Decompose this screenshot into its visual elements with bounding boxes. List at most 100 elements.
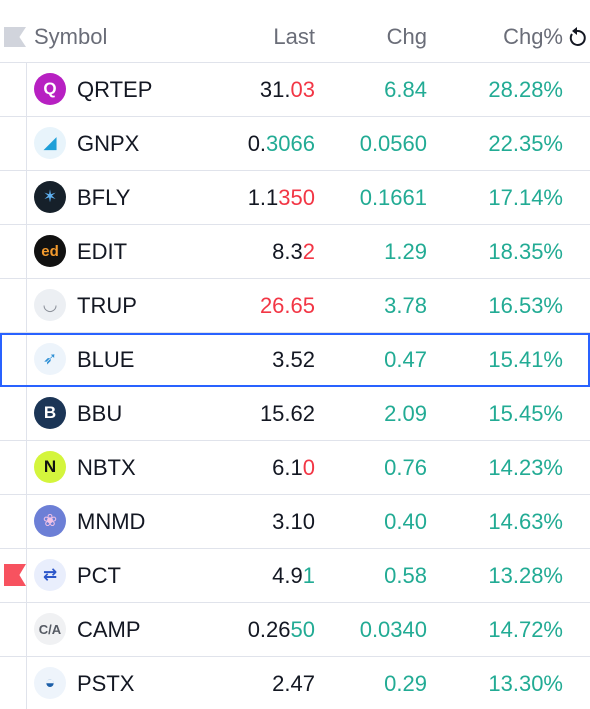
watchlist-row-qrtep[interactable]: Q QRTEP 31.03 6.84 28.28%: [0, 63, 590, 117]
last-price-stable-part: 15.62: [259, 401, 315, 426]
last-price-changed-part: 2: [302, 239, 315, 264]
symbol-ticker[interactable]: PSTX: [77, 671, 135, 696]
last-price: 15.62: [260, 399, 315, 429]
qrtep-logo-icon: Q: [34, 73, 66, 105]
price-change-percent: 14.23%: [488, 455, 563, 480]
last-price-stable-part: 1.1: [247, 185, 279, 210]
price-change-percent: 13.28%: [488, 563, 563, 588]
price-change-percent: 16.53%: [488, 293, 563, 318]
flag-column-marker[interactable]: [4, 27, 26, 47]
price-change: 0.47: [384, 347, 427, 372]
price-change: 0.0560: [359, 131, 427, 156]
last-price: 3.52: [272, 345, 315, 375]
last-price: 0.3066: [248, 129, 315, 159]
price-change-percent: 15.41%: [488, 347, 563, 372]
last-price-changed-part: 03: [290, 77, 315, 102]
symbol-ticker[interactable]: CAMP: [77, 617, 141, 642]
last-price-stable-part: 0.26: [247, 617, 291, 642]
last-price-stable-part: 4.9: [272, 563, 303, 588]
symbol-list: Q QRTEP 31.03 6.84 28.28% ◢ GNPX 0.3066 0.0560 22…: [0, 63, 590, 709]
red-flag-icon[interactable]: [4, 564, 26, 586]
symbol-ticker[interactable]: PCT: [77, 563, 121, 588]
watchlist-row-pct[interactable]: ⇄ PCT 4.91 0.58 13.28%: [0, 549, 590, 603]
blue-logo-icon: ➶: [34, 343, 66, 375]
price-change: 6.84: [384, 77, 427, 102]
last-price-changed-part: 50: [290, 617, 315, 642]
watchlist-row-bfly[interactable]: ✶ BFLY 1.1350 0.1661 17.14%: [0, 171, 590, 225]
watchlist-row-nbtx[interactable]: N NBTX 6.10 0.76 14.23%: [0, 441, 590, 495]
last-price: 6.10: [272, 453, 315, 483]
price-change: 3.78: [384, 293, 427, 318]
price-change-percent: 13.30%: [488, 671, 563, 696]
watchlist-row-blue[interactable]: ➶ BLUE 3.52 0.47 15.41%: [0, 333, 590, 387]
last-price: 3.10: [272, 507, 315, 537]
reset-icon[interactable]: [566, 26, 588, 50]
symbol-ticker[interactable]: EDIT: [77, 239, 128, 264]
symbol-ticker[interactable]: TRUP: [77, 293, 137, 318]
symbol-ticker[interactable]: BFLY: [77, 185, 131, 210]
last-price-changed-part: 1: [302, 563, 315, 588]
price-change-percent: 14.72%: [488, 617, 563, 642]
symbol-ticker[interactable]: MNMD: [77, 509, 146, 534]
price-change: 0.1661: [359, 185, 427, 210]
pstx-logo-icon: ◒: [34, 667, 66, 699]
watchlist-row-edit[interactable]: ed EDIT 8.32 1.29 18.35%: [0, 225, 590, 279]
watchlist-row-trup[interactable]: ◡ TRUP 26.65 3.78 16.53%: [0, 279, 590, 333]
symbol-ticker[interactable]: NBTX: [77, 455, 136, 480]
last-price: 31.03: [260, 75, 315, 105]
last-price: 0.2650: [248, 615, 315, 645]
last-price: 4.91: [272, 561, 315, 591]
price-change-percent: 22.35%: [488, 131, 563, 156]
price-change: 1.29: [384, 239, 427, 264]
last-price-stable-part: 3.10: [272, 509, 315, 534]
price-change: 0.58: [384, 563, 427, 588]
symbol-ticker[interactable]: BBU: [77, 401, 123, 426]
watchlist-row-mnmd[interactable]: ❀ MNMD 3.10 0.40 14.63%: [0, 495, 590, 549]
last-price: 26.65: [260, 291, 315, 321]
last-price: 1.1350: [248, 183, 315, 213]
price-change: 0.76: [384, 455, 427, 480]
watchlist-row-camp[interactable]: C/A CAMP 0.2650 0.0340 14.72%: [0, 603, 590, 657]
last-price-stable-part: 2.47: [272, 671, 315, 696]
symbol-ticker[interactable]: QRTEP: [77, 77, 153, 102]
last-price-changed-part: 350: [278, 185, 315, 210]
bbu-logo-icon: B: [34, 397, 66, 429]
watchlist-row-pstx[interactable]: ◒ PSTX 2.47 0.29 13.30%: [0, 657, 590, 709]
bfly-logo-icon: ✶: [34, 181, 66, 213]
price-change: 0.0340: [359, 617, 427, 642]
edit-logo-icon: ed: [34, 235, 66, 267]
last-price: 2.47: [272, 669, 315, 699]
camp-logo-icon: C/A: [34, 613, 66, 645]
last-price-changed-part: 0: [302, 455, 315, 480]
price-change-percent: 18.35%: [488, 239, 563, 264]
price-change-percent: 28.28%: [488, 77, 563, 102]
column-header-symbol[interactable]: Symbol: [34, 24, 108, 49]
price-change-percent: 17.14%: [488, 185, 563, 210]
last-price-stable-part: 3.52: [272, 347, 315, 372]
column-header-chg[interactable]: Chg: [386, 24, 427, 49]
price-change: 0.40: [384, 509, 427, 534]
symbol-ticker[interactable]: GNPX: [77, 131, 140, 156]
price-change-percent: 14.63%: [488, 509, 563, 534]
symbol-ticker[interactable]: BLUE: [77, 347, 135, 372]
last-price-stable-part: 0.: [247, 131, 267, 156]
last-price-stable-part: 8.3: [272, 239, 303, 264]
pct-logo-icon: ⇄: [34, 559, 66, 591]
price-change-percent: 15.45%: [488, 401, 563, 426]
column-header-last[interactable]: Last: [273, 24, 315, 49]
trup-logo-icon: ◡: [34, 289, 66, 321]
last-price-stable-part: 6.1: [272, 455, 303, 480]
mnmd-logo-icon: ❀: [34, 505, 66, 537]
watchlist-row-bbu[interactable]: B BBU 15.62 2.09 15.45%: [0, 387, 590, 441]
gnpx-logo-icon: ◢: [34, 127, 66, 159]
nbtx-logo-icon: N: [34, 451, 66, 483]
last-price-changed-part: 26.65: [259, 293, 315, 318]
price-change: 0.29: [384, 671, 427, 696]
price-change: 2.09: [384, 401, 427, 426]
flag-column-divider: [26, 63, 27, 709]
watchlist-header: Symbol Last Chg Chg%: [0, 0, 590, 63]
column-header-chg-pct[interactable]: Chg%: [503, 24, 563, 49]
last-price-changed-part: 3066: [266, 131, 315, 156]
watchlist-row-gnpx[interactable]: ◢ GNPX 0.3066 0.0560 22.35%: [0, 117, 590, 171]
